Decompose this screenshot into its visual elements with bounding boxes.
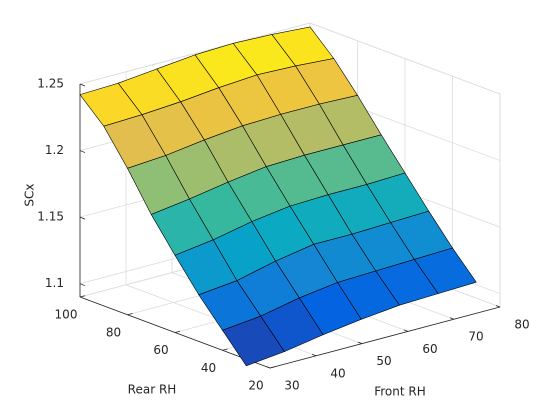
z-tick-label: 1.25 bbox=[37, 77, 64, 91]
x-tick-label: 70 bbox=[468, 330, 483, 344]
x-tick bbox=[357, 341, 363, 344]
x-tick bbox=[265, 366, 271, 369]
x-tick-label: 50 bbox=[376, 354, 391, 368]
z-tick bbox=[79, 150, 86, 153]
y-tick bbox=[222, 348, 228, 351]
x-tick bbox=[403, 329, 409, 332]
z-tick-label: 1.2 bbox=[45, 143, 64, 157]
x-axis-label: Front RH bbox=[374, 385, 426, 399]
y-tick-label: 80 bbox=[106, 325, 121, 339]
y-axis-label: Rear RH bbox=[128, 383, 177, 397]
x-tick-label: 60 bbox=[422, 342, 437, 356]
z-tick-label: 1.15 bbox=[37, 210, 64, 224]
grid-line bbox=[309, 22, 501, 95]
z-tick-label: 1.1 bbox=[45, 276, 64, 290]
x-tick bbox=[495, 305, 501, 308]
x-tick bbox=[449, 317, 455, 320]
x-tick bbox=[311, 353, 317, 357]
x-tick-label: 30 bbox=[284, 379, 299, 393]
y-tick bbox=[79, 295, 86, 298]
y-tick bbox=[127, 313, 133, 316]
x-tick-label: 40 bbox=[330, 366, 345, 380]
surface-patch bbox=[222, 315, 285, 367]
y-tick-label: 60 bbox=[153, 343, 168, 357]
z-tick bbox=[79, 283, 86, 287]
y-tick bbox=[269, 366, 276, 369]
z-axis-label: SCx bbox=[23, 183, 37, 206]
y-tick-label: 100 bbox=[55, 308, 78, 322]
x-axis-line bbox=[269, 306, 501, 369]
z-tick bbox=[79, 83, 86, 87]
y-tick bbox=[174, 330, 181, 333]
y-tick-label: 40 bbox=[201, 361, 216, 375]
y-tick-label: 20 bbox=[248, 379, 263, 393]
x-tick-label: 80 bbox=[514, 318, 529, 332]
grid-line bbox=[79, 22, 311, 85]
z-tick bbox=[79, 216, 86, 220]
